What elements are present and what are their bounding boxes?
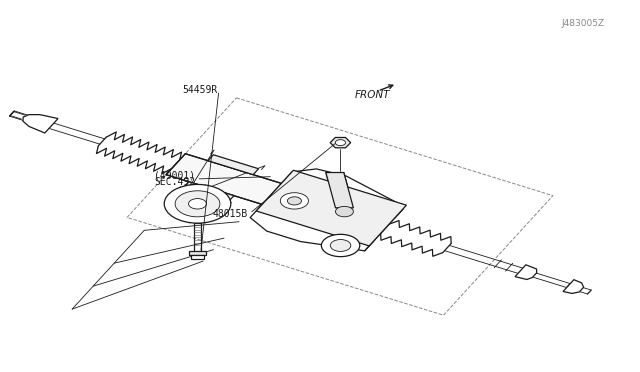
Polygon shape bbox=[208, 155, 259, 174]
Circle shape bbox=[287, 197, 301, 205]
Text: SEC.492: SEC.492 bbox=[154, 177, 195, 187]
Polygon shape bbox=[189, 251, 206, 255]
Circle shape bbox=[330, 240, 351, 251]
Polygon shape bbox=[183, 182, 234, 202]
Polygon shape bbox=[256, 170, 406, 246]
Text: 54459R: 54459R bbox=[182, 85, 218, 95]
Circle shape bbox=[175, 191, 220, 217]
Circle shape bbox=[164, 185, 231, 223]
Polygon shape bbox=[563, 280, 584, 294]
Text: 48015B: 48015B bbox=[212, 209, 248, 219]
Polygon shape bbox=[191, 255, 204, 259]
Text: (49001): (49001) bbox=[154, 171, 195, 180]
Text: J483005Z: J483005Z bbox=[562, 19, 605, 28]
Circle shape bbox=[321, 234, 360, 257]
Polygon shape bbox=[515, 265, 537, 279]
Text: FRONT: FRONT bbox=[355, 90, 390, 100]
Polygon shape bbox=[326, 173, 353, 208]
Polygon shape bbox=[166, 154, 282, 204]
Circle shape bbox=[280, 193, 308, 209]
Circle shape bbox=[335, 206, 353, 217]
Polygon shape bbox=[330, 138, 351, 148]
Circle shape bbox=[335, 140, 346, 145]
Circle shape bbox=[189, 199, 207, 209]
Polygon shape bbox=[23, 115, 58, 133]
